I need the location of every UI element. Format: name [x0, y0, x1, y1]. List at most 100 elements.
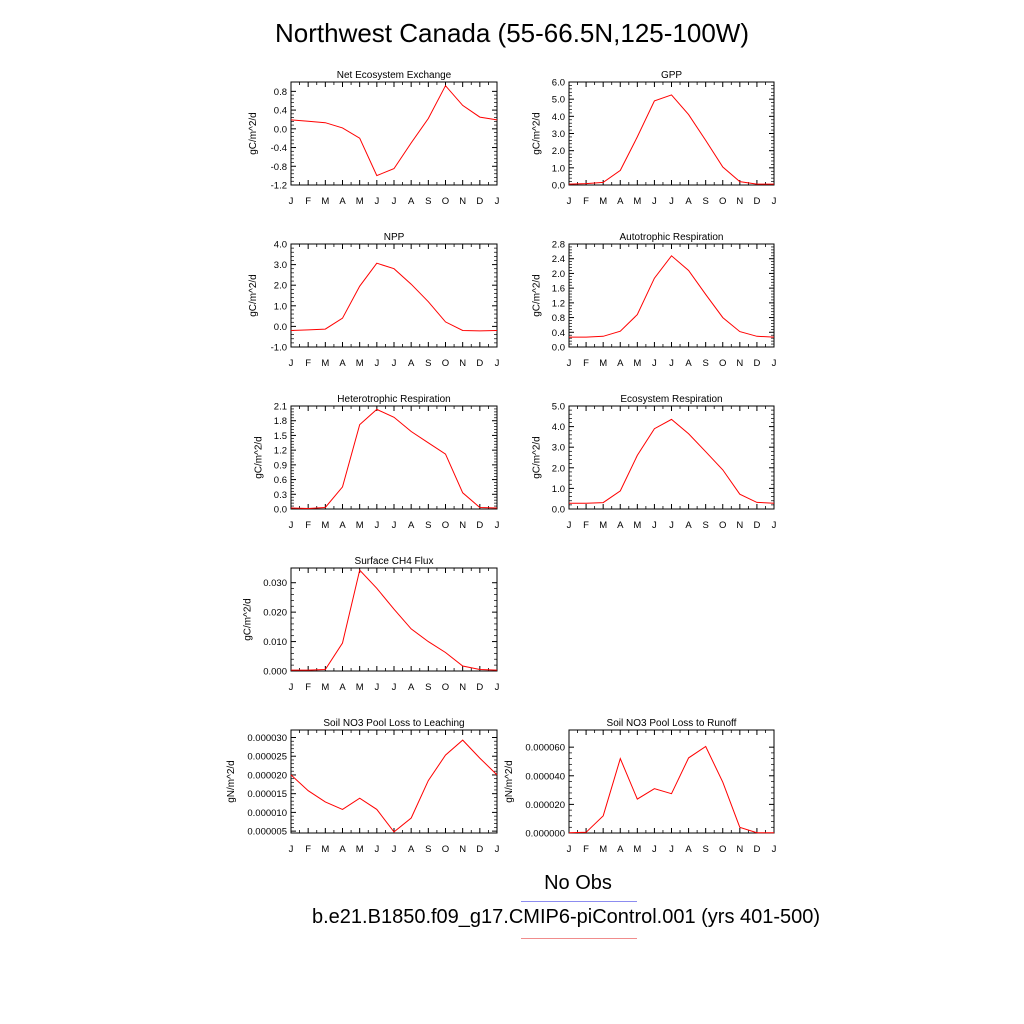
x-tick-label: D [476, 520, 483, 531]
y-tick-label: 0.000015 [247, 789, 287, 800]
y-tick-label: 0.4 [274, 106, 287, 117]
y-tick-label: 4.0 [552, 112, 565, 123]
x-tick-label: A [685, 196, 692, 207]
y-tick-label: 2.0 [552, 463, 565, 474]
y-tick-label: 3.0 [552, 129, 565, 140]
y-tick-label: 1.0 [274, 301, 287, 312]
legend-obs-line [521, 901, 637, 902]
y-tick-label: 0.0 [274, 505, 287, 516]
x-tick-label: O [719, 520, 726, 531]
x-tick-label: A [617, 844, 624, 855]
y-tick-label: 0.4 [552, 328, 565, 339]
y-tick-label: 0.8 [552, 313, 565, 324]
x-tick-label: F [583, 196, 589, 207]
x-tick-label: J [669, 196, 674, 207]
x-tick-label: O [442, 196, 449, 207]
series-line [569, 255, 775, 338]
panel-title: NPP [384, 232, 405, 243]
y-tick-label: -0.4 [271, 143, 287, 154]
x-tick-label: A [408, 196, 415, 207]
x-tick-label: F [305, 358, 311, 369]
y-tick-label: 1.0 [552, 484, 565, 495]
y-axis-label: gC/m^2/d [248, 274, 259, 317]
series-line [290, 739, 498, 833]
y-tick-label: 5.0 [552, 95, 565, 106]
y-tick-label: 6.0 [552, 78, 565, 89]
x-tick-label: J [392, 196, 397, 207]
y-tick-label: 0.000005 [247, 827, 287, 838]
x-tick-label: A [339, 682, 346, 693]
series-line [569, 418, 775, 504]
y-tick-label: -1.2 [271, 181, 287, 192]
x-tick-label: D [753, 520, 760, 531]
x-tick-label: N [459, 682, 466, 693]
page-title: Northwest Canada (55-66.5N,125-100W) [274, 18, 750, 48]
y-tick-label: 0.000000 [525, 829, 565, 840]
x-tick-label: J [392, 520, 397, 531]
x-tick-label: M [599, 196, 607, 207]
x-tick-label: M [321, 358, 329, 369]
panel-title: Autotrophic Respiration [620, 232, 724, 243]
x-tick-label: S [425, 682, 431, 693]
plot-frame [568, 729, 775, 834]
x-tick-label: J [669, 358, 674, 369]
x-tick-label: F [583, 358, 589, 369]
x-tick-label: N [736, 844, 743, 855]
y-tick-label: 0.9 [274, 460, 287, 471]
y-tick-label: 0.0 [552, 505, 565, 516]
y-tick-label: 0.030 [263, 578, 287, 589]
y-axis-label: gN/m^2/d [504, 760, 515, 803]
y-tick-label: 0.8 [274, 87, 287, 98]
x-tick-label: A [617, 196, 624, 207]
x-tick-label: S [425, 520, 431, 531]
x-tick-label: M [356, 358, 364, 369]
x-tick-label: J [495, 196, 500, 207]
y-tick-label: 0.6 [274, 475, 287, 486]
x-tick-label: J [567, 844, 572, 855]
x-tick-label: J [567, 520, 572, 531]
x-tick-label: J [289, 844, 294, 855]
x-tick-label: M [599, 844, 607, 855]
x-tick-label: M [321, 844, 329, 855]
x-tick-label: D [753, 358, 760, 369]
y-axis-label: gC/m^2/d [248, 112, 259, 155]
y-tick-label: 0.0 [552, 343, 565, 354]
x-tick-label: D [753, 196, 760, 207]
panel-title: Ecosystem Respiration [620, 394, 722, 405]
y-axis-label: gN/m^2/d [226, 760, 237, 803]
x-tick-label: A [408, 358, 415, 369]
legend-model-line [521, 938, 637, 939]
y-tick-label: 2.4 [552, 254, 565, 265]
y-tick-label: 0.000020 [247, 770, 287, 781]
x-tick-label: F [583, 844, 589, 855]
y-tick-label: 0.020 [263, 608, 287, 619]
panel-title: Net Ecosystem Exchange [337, 70, 452, 81]
x-tick-label: M [599, 358, 607, 369]
panel-title: Surface CH4 Flux [355, 556, 434, 567]
y-tick-label: 2.8 [552, 240, 565, 251]
panel-title: GPP [661, 70, 682, 81]
x-tick-label: J [669, 844, 674, 855]
x-tick-label: D [476, 196, 483, 207]
plot-frame [568, 81, 775, 186]
y-tick-label: 2.0 [274, 281, 287, 292]
x-tick-label: J [289, 358, 294, 369]
y-tick-label: 0.000030 [247, 733, 287, 744]
x-tick-label: J [495, 682, 500, 693]
x-tick-label: N [459, 358, 466, 369]
y-tick-label: 0.0 [552, 181, 565, 192]
y-axis-label: gC/m^2/d [532, 112, 543, 155]
x-tick-label: J [652, 844, 657, 855]
x-tick-label: A [339, 196, 346, 207]
x-tick-label: F [305, 520, 311, 531]
x-tick-label: J [392, 682, 397, 693]
plot-frame [290, 405, 498, 510]
x-tick-label: O [719, 358, 726, 369]
y-tick-label: 4.0 [274, 240, 287, 251]
x-tick-label: J [495, 844, 500, 855]
